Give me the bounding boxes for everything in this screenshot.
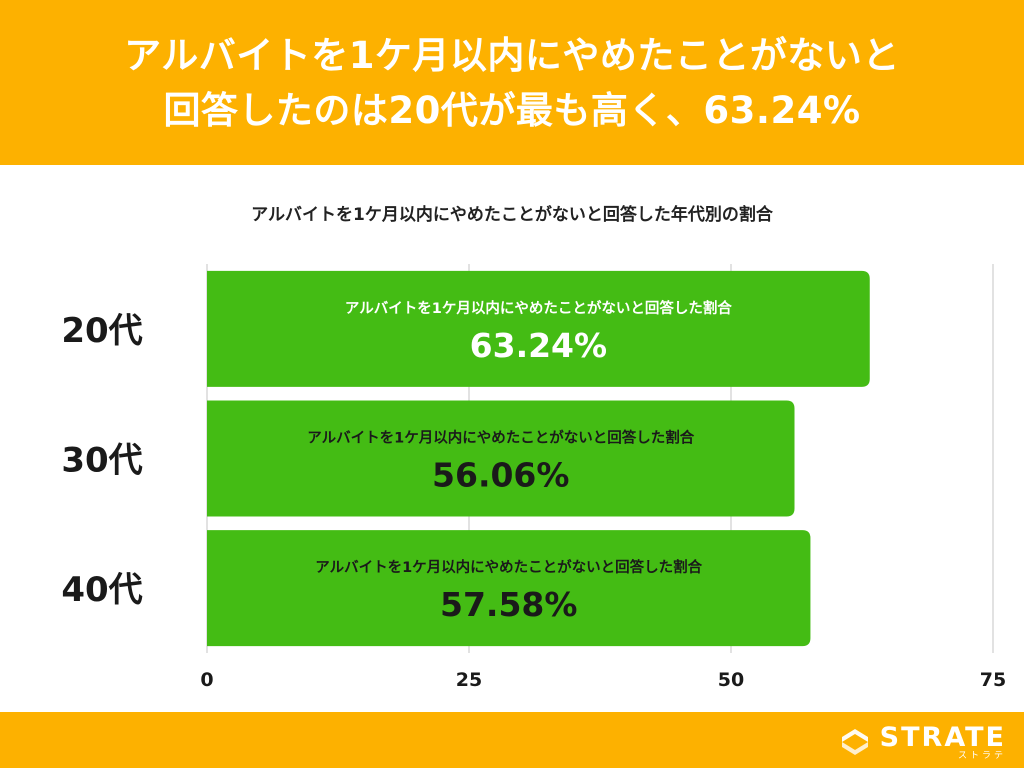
chart-title: アルバイトを1ケ月以内にやめたことがないと回答した年代別の割合	[251, 205, 773, 225]
x-tick-label: 0	[200, 669, 213, 691]
bar	[207, 270, 870, 387]
category-label: 20代	[61, 311, 142, 351]
x-tick-label: 75	[980, 669, 1006, 691]
bar-series-label: アルバイトを1ケ月以内にやめたことがないと回答した割合	[315, 558, 702, 576]
bar-series-label: アルバイトを1ケ月以内にやめたことがないと回答した割合	[345, 299, 732, 317]
brand-kana: ストラテ	[957, 750, 1006, 761]
bar	[207, 530, 811, 647]
category-label: 40代	[61, 570, 142, 610]
x-tick-label: 25	[456, 669, 482, 691]
brand-name: STRATE	[879, 721, 1006, 753]
bar-value-label: 57.58%	[440, 585, 577, 624]
title-banner: アルバイトを1ケ月以内にやめたことがないと 回答したのは20代が最も高く、63.…	[0, 0, 1024, 165]
strate-logo-icon	[841, 729, 868, 755]
title-line-1: アルバイトを1ケ月以内にやめたことがないと	[124, 33, 900, 77]
brand-logo: STRATE ストラテ	[838, 722, 1006, 762]
category-label: 30代	[61, 441, 142, 481]
footer-bar: STRATE ストラテ	[0, 712, 1024, 768]
bar-series-label: アルバイトを1ケ月以内にやめたことがないと回答した割合	[307, 429, 694, 447]
bar	[207, 400, 795, 517]
title-line-2: 回答したのは20代が最も高く、63.24%	[163, 88, 861, 132]
x-tick-label: 50	[718, 669, 744, 691]
bar-value-label: 63.24%	[470, 326, 607, 365]
bar-chart: 0 25 50 7520代アルバイトを1ケ月以内にやめたことがないと回答した割合63.…	[61, 264, 1006, 691]
bar-value-label: 56.06%	[432, 456, 569, 495]
